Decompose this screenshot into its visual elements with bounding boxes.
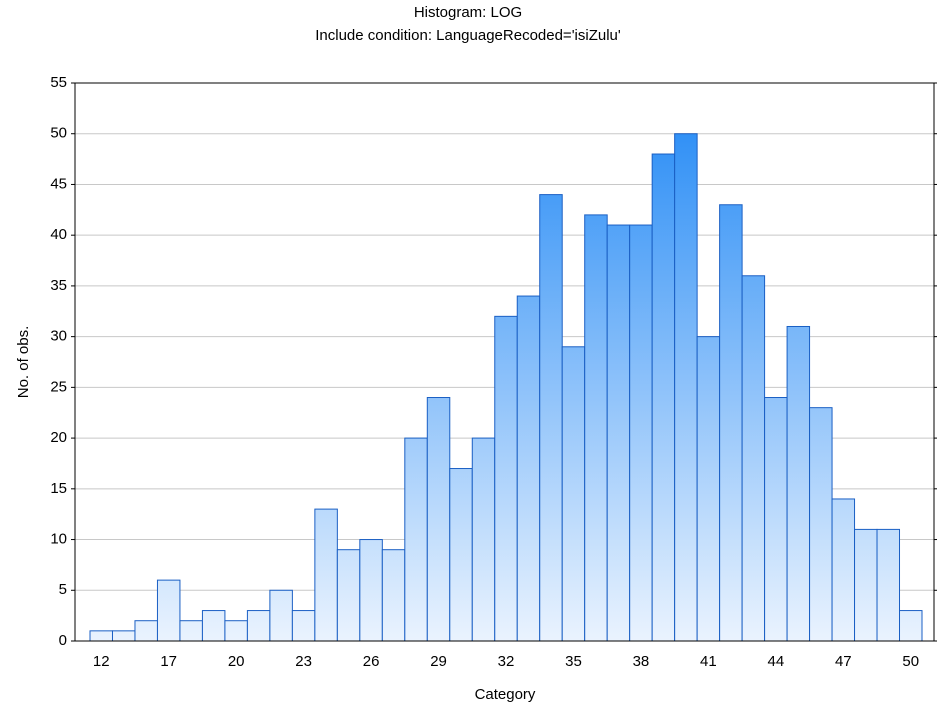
bar [336,549,361,642]
bar [449,468,473,642]
bar [179,620,203,642]
y-tick-label: 10 [50,531,67,548]
bar [404,437,428,642]
y-tick-label: 5 [59,581,67,598]
bar [201,610,226,642]
bar [426,397,451,642]
y-tick-label: 40 [50,226,67,243]
x-tick-label: 32 [498,653,515,670]
bar [111,630,136,642]
x-tick-label: 38 [633,653,650,670]
y-tick-label: 55 [50,74,67,91]
bar [516,295,541,642]
x-tick-label: 44 [767,653,784,670]
bar [291,610,316,642]
bar [381,549,406,642]
y-tick-label: 35 [50,277,67,294]
chart-title: Histogram: LOG [414,4,522,21]
x-axis-label: Category [475,686,536,703]
bar [246,610,271,642]
plot-frame [74,82,935,642]
bar [629,224,653,642]
x-tick-label: 12 [93,653,110,670]
x-tick-label: 35 [565,653,582,670]
bar [494,315,518,642]
bar [764,397,788,642]
bar [876,528,901,642]
bar [314,508,338,642]
x-tick-label: 41 [700,653,717,670]
bar [741,275,766,642]
bar [89,630,113,642]
x-tick-label: 17 [160,653,177,670]
bar [809,407,833,642]
bar [831,498,856,642]
x-tick-label: 23 [295,653,312,670]
y-axis-label: No. of obs. [15,326,32,399]
y-tick-label: 45 [50,175,67,192]
bar [539,194,563,642]
x-tick-label: 26 [363,653,380,670]
x-tick-label: 20 [228,653,245,670]
chart-subtitle: Include condition: LanguageRecoded='isiZ… [315,27,621,44]
x-tick-label: 50 [902,653,919,670]
bar [696,336,721,642]
bar [156,579,181,642]
x-tick-label: 47 [835,653,852,670]
bar [359,539,383,642]
x-tick-label: 29 [430,653,447,670]
y-tick-label: 30 [50,328,67,345]
bar [561,346,586,642]
bar [719,204,743,642]
bar [854,528,878,642]
bar [269,589,293,642]
y-tick-label: 50 [50,125,67,142]
bar [134,620,158,642]
bar [224,620,248,642]
bar [471,437,496,642]
bar [606,224,631,642]
bar [674,133,698,642]
y-tick-label: 25 [50,378,67,395]
bar [651,153,676,642]
y-tick-label: 20 [50,429,67,446]
y-tick-label: 0 [59,632,67,649]
bar [584,214,608,642]
y-tick-label: 15 [50,480,67,497]
bar [899,610,923,642]
bar [786,325,811,642]
